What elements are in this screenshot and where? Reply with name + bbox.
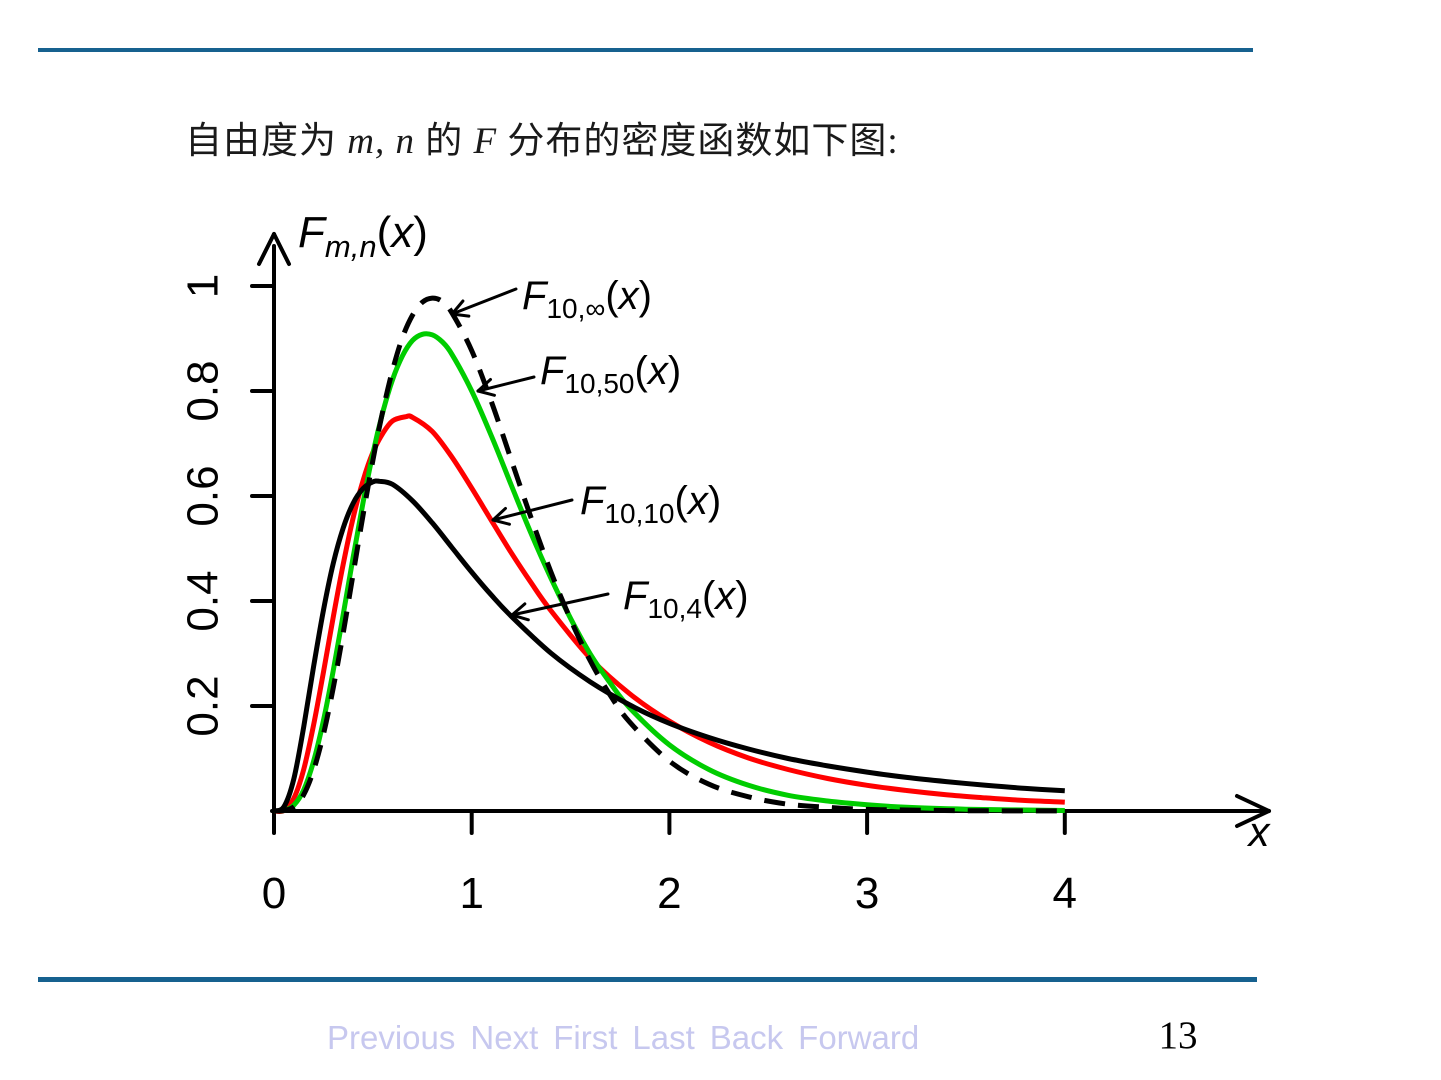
annotation-arrowhead — [476, 377, 492, 393]
curve-label-x: x — [687, 479, 708, 523]
nav-last-link[interactable]: Last — [632, 1019, 695, 1056]
heading-text-3: 分布的密度函数如下图: — [497, 121, 899, 162]
annotation-arrowhead — [491, 506, 507, 522]
nav-first-link[interactable]: First — [553, 1019, 618, 1056]
curve-label-f: F — [623, 574, 648, 618]
annotation-arrowhead — [450, 312, 471, 318]
x-tick-label: 2 — [657, 869, 681, 918]
annotation-arrowhead — [491, 518, 511, 526]
curve-label-f1010: F10,10(x) — [580, 479, 722, 528]
x-tick-label: 3 — [855, 869, 879, 918]
y-tick-label: 0.4 — [179, 570, 228, 631]
x-axis-arrowhead — [1235, 794, 1271, 813]
nav-previous-link[interactable]: Previous — [327, 1019, 456, 1056]
curve-F_10_4 — [273, 478, 1065, 814]
curve-label-f: F — [540, 349, 565, 393]
annotation-arrow-shaft — [510, 592, 610, 617]
annotation-arrowhead — [476, 389, 496, 397]
x-tick-label: 1 — [459, 869, 483, 918]
curve-label-f10inf: F10,∞(x) — [522, 274, 652, 323]
annotation-arrowhead — [450, 299, 465, 316]
annotation-arrow-shaft — [476, 375, 536, 393]
bottom-rule — [38, 977, 1257, 982]
x-axis-arrowhead — [1235, 809, 1271, 828]
x-axis-label: x — [1247, 808, 1272, 855]
curve-label-f104: F10,4(x) — [623, 574, 749, 623]
annotation-arrowhead — [510, 613, 530, 622]
y-tick-label: 0.6 — [179, 465, 228, 526]
curve-label-f: F — [522, 274, 547, 318]
x-tick-label: 0 — [262, 869, 286, 918]
annotation-arrow-shaft — [450, 287, 518, 316]
curve-label-rparen: ) — [707, 479, 722, 523]
curve-label-lparen: ( — [605, 274, 619, 318]
curve-label-rparen: ) — [667, 349, 682, 393]
curve-F_10_10 — [273, 413, 1065, 815]
y-axis-title-rparen: ) — [413, 208, 428, 257]
y-axis-title-lparen: ( — [376, 208, 392, 257]
page-number: 13 — [1158, 1014, 1198, 1057]
curve-label-sub: 10,∞ — [546, 293, 606, 324]
curve-label-x: x — [618, 274, 639, 318]
curve-label-sub: 10,50 — [564, 368, 635, 399]
curve-label-sub: 10,4 — [647, 593, 702, 624]
nav-back-link[interactable]: Back — [709, 1019, 784, 1056]
curve-label-f: F — [580, 479, 605, 523]
curve-label-rparen: ) — [638, 274, 652, 318]
annotation-arrow-shaft — [491, 498, 574, 522]
curve-label-lparen: ( — [634, 349, 648, 393]
curve-label-x: x — [715, 574, 736, 618]
y-axis-title-sub: m,n — [324, 229, 377, 264]
top-rule — [38, 48, 1253, 52]
annotation-arrowhead — [510, 602, 527, 617]
nav-next-link[interactable]: Next — [470, 1019, 539, 1056]
y-axis-title-x: x — [391, 208, 414, 257]
heading-math-mn: m, n — [347, 121, 415, 162]
footer-navigation: Previous Next First Last Back Forward — [327, 1019, 934, 1057]
x-tick-label: 4 — [1053, 869, 1077, 918]
y-tick-label: 0.8 — [179, 360, 228, 421]
y-axis-arrowhead — [272, 232, 291, 266]
slide-heading: 自由度为 m, n 的 F 分布的密度函数如下图: — [185, 110, 899, 164]
curve-label-f1050: F10,50(x) — [540, 349, 682, 398]
curve-label-rparen: ) — [735, 574, 749, 618]
y-axis-title-f: F — [298, 208, 325, 257]
curve-F_10_50 — [273, 331, 1065, 814]
y-axis-title: Fm,n(x) — [298, 208, 428, 263]
curve-label-lparen: ( — [701, 574, 716, 618]
heading-text-2: 的 — [414, 121, 474, 162]
curve-label-x: x — [647, 349, 668, 393]
heading-text-1: 自由度为 — [185, 121, 348, 162]
y-tick-label: 1 — [179, 274, 228, 298]
y-tick-label: 0.2 — [179, 675, 228, 736]
y-axis-arrowhead — [257, 232, 276, 266]
curve-label-sub: 10,10 — [604, 498, 675, 529]
heading-math-F: F — [473, 121, 498, 162]
nav-forward-link[interactable]: Forward — [798, 1019, 920, 1056]
curve-label-lparen: ( — [674, 479, 688, 523]
